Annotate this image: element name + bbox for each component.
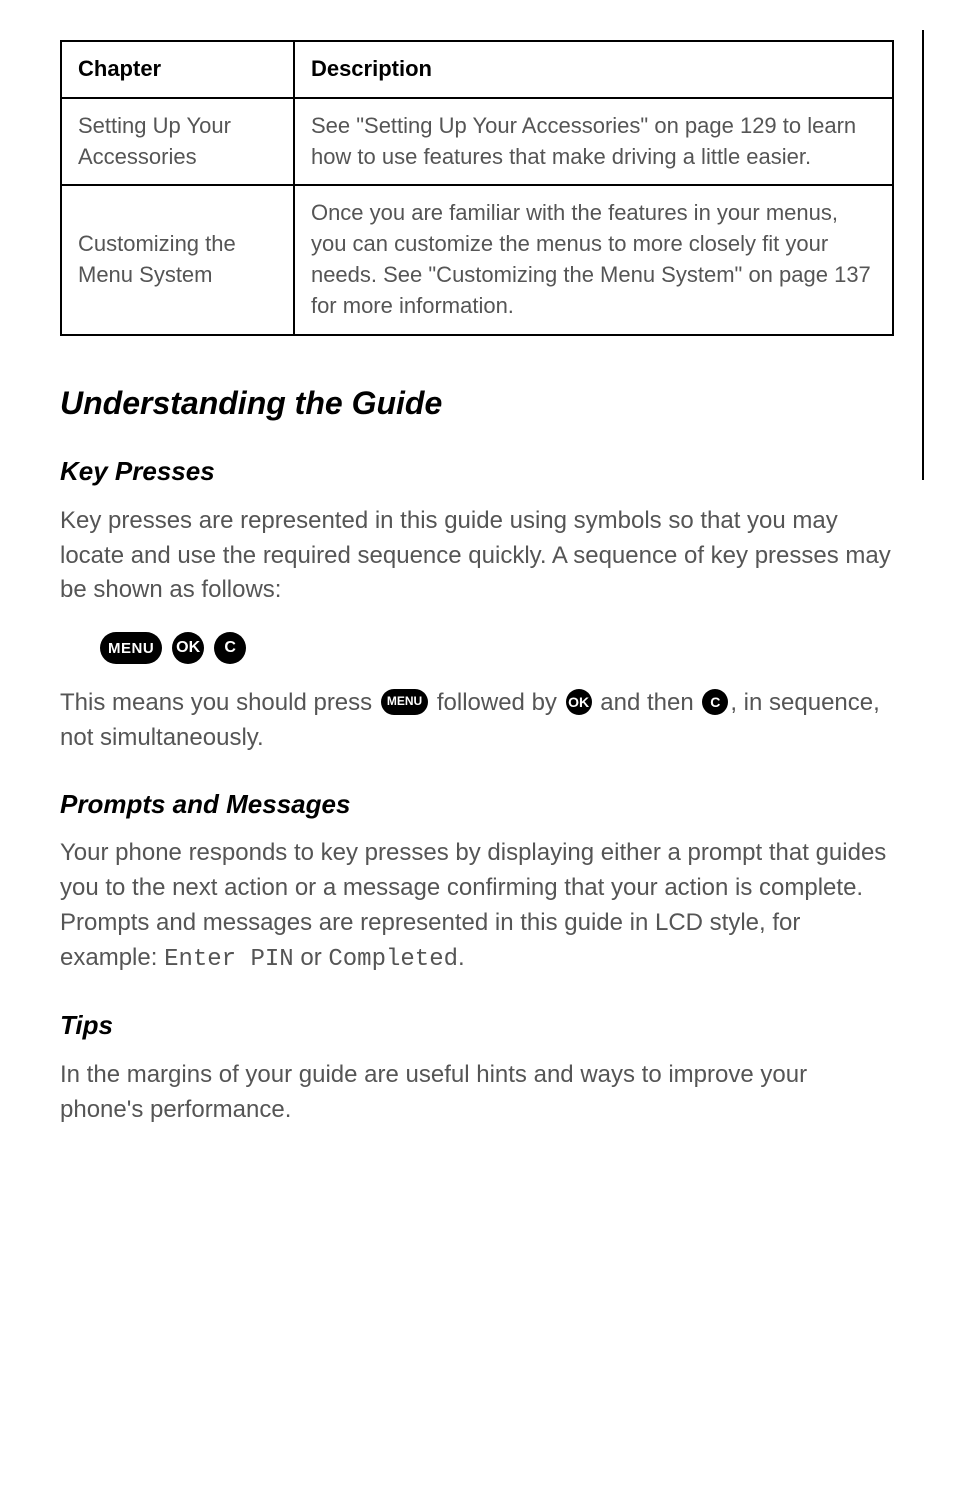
text-fragment: or [294, 944, 329, 971]
prompts-para: Your phone responds to key presses by di… [60, 836, 894, 977]
lcd-text: Enter PIN [164, 946, 294, 973]
text-fragment: . [458, 944, 465, 971]
chapter-cell: Customizing the Menu System [61, 185, 294, 334]
tips-heading: Tips [60, 1007, 894, 1043]
table-header-row: Chapter Description [61, 41, 893, 98]
margin-rule [922, 30, 924, 480]
lcd-text: Completed [328, 946, 458, 973]
ok-icon: OK [566, 689, 592, 715]
table-header-description: Description [294, 41, 893, 98]
text-fragment: and then [594, 689, 701, 716]
c-icon: C [214, 632, 246, 664]
main-heading: Understanding the Guide [60, 381, 894, 426]
menu-icon: MENU [381, 689, 428, 715]
tips-para: In the margins of your guide are useful … [60, 1058, 894, 1128]
description-cell: Once you are familiar with the features … [294, 185, 893, 334]
c-icon: C [702, 689, 728, 715]
chapter-table: Chapter Description Setting Up Your Acce… [60, 40, 894, 336]
table-row: Customizing the Menu System Once you are… [61, 185, 893, 334]
icon-sequence: MENU OK C [100, 632, 894, 664]
text-fragment: followed by [430, 689, 563, 716]
section-key-presses: Key Presses Key presses are represented … [60, 453, 894, 755]
section-prompts: Prompts and Messages Your phone responds… [60, 786, 894, 978]
text-fragment: This means you should press [60, 689, 379, 716]
key-presses-para1: Key presses are represented in this guid… [60, 504, 894, 608]
section-tips: Tips In the margins of your guide are us… [60, 1007, 894, 1127]
chapter-cell: Setting Up Your Accessories [61, 98, 294, 186]
table-header-chapter: Chapter [61, 41, 294, 98]
table-row: Setting Up Your Accessories See "Setting… [61, 98, 893, 186]
key-presses-para2: This means you should press MENU followe… [60, 686, 894, 756]
key-presses-heading: Key Presses [60, 453, 894, 489]
menu-icon: MENU [100, 632, 162, 664]
description-cell: See "Setting Up Your Accessories" on pag… [294, 98, 893, 186]
ok-icon: OK [172, 632, 204, 664]
prompts-heading: Prompts and Messages [60, 786, 894, 822]
